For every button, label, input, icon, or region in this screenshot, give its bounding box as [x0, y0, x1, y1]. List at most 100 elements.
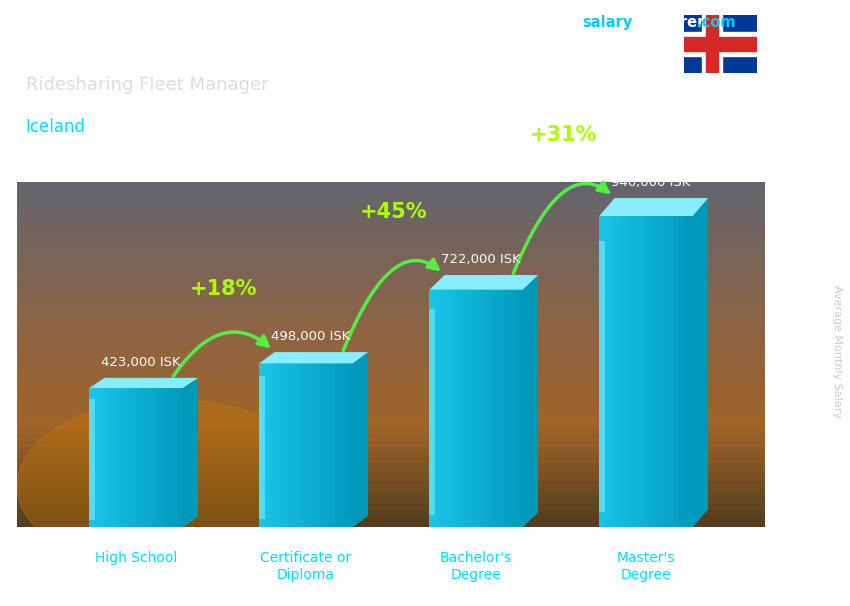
Polygon shape — [500, 290, 504, 527]
Polygon shape — [325, 364, 329, 527]
Polygon shape — [434, 290, 439, 527]
Text: +45%: +45% — [360, 202, 428, 222]
Bar — [17, 228, 765, 234]
Text: +18%: +18% — [190, 279, 257, 299]
Bar — [17, 452, 765, 458]
Bar — [17, 331, 765, 337]
Polygon shape — [504, 290, 508, 527]
Polygon shape — [127, 388, 131, 527]
Bar — [17, 366, 765, 372]
Bar — [17, 222, 765, 228]
Bar — [17, 303, 765, 308]
Polygon shape — [637, 216, 641, 527]
Bar — [17, 389, 765, 395]
Polygon shape — [429, 275, 538, 290]
Bar — [17, 297, 765, 302]
Polygon shape — [338, 364, 343, 527]
Polygon shape — [481, 290, 485, 527]
Text: Salary Comparison By Education: Salary Comparison By Education — [26, 15, 508, 41]
Bar — [17, 475, 765, 481]
Polygon shape — [159, 388, 164, 527]
Bar — [17, 274, 765, 280]
Bar — [17, 285, 765, 291]
Text: .com: .com — [697, 15, 736, 30]
Bar — [17, 280, 765, 285]
Bar — [17, 315, 765, 320]
Polygon shape — [292, 364, 297, 527]
Polygon shape — [439, 290, 444, 527]
Polygon shape — [259, 352, 368, 364]
Polygon shape — [429, 290, 434, 527]
Polygon shape — [334, 364, 338, 527]
Ellipse shape — [17, 399, 323, 572]
Bar — [17, 233, 765, 239]
Bar — [17, 406, 765, 412]
Text: Iceland: Iceland — [26, 118, 86, 136]
Polygon shape — [678, 216, 683, 527]
Text: 498,000 ISK: 498,000 ISK — [271, 330, 350, 344]
Bar — [17, 464, 765, 470]
Bar — [17, 372, 765, 378]
Polygon shape — [141, 388, 145, 527]
Polygon shape — [155, 388, 159, 527]
Polygon shape — [343, 364, 348, 527]
Polygon shape — [122, 388, 127, 527]
Bar — [17, 429, 765, 435]
Polygon shape — [444, 290, 448, 527]
Polygon shape — [329, 364, 334, 527]
Polygon shape — [183, 378, 198, 527]
Text: 423,000 ISK: 423,000 ISK — [101, 356, 180, 369]
Text: High School: High School — [95, 551, 177, 565]
Text: Ridesharing Fleet Manager: Ridesharing Fleet Manager — [26, 76, 268, 94]
Text: 946,000 ISK: 946,000 ISK — [611, 176, 690, 190]
Polygon shape — [609, 216, 614, 527]
Polygon shape — [513, 290, 518, 527]
Bar — [17, 308, 765, 314]
Bar — [17, 378, 765, 384]
Polygon shape — [688, 216, 693, 527]
Polygon shape — [269, 364, 273, 527]
Bar — [17, 360, 765, 366]
Polygon shape — [693, 198, 708, 527]
Bar — [17, 510, 765, 516]
Polygon shape — [523, 275, 538, 527]
Text: Certificate or
Diploma: Certificate or Diploma — [260, 551, 352, 582]
Text: 722,000 ISK: 722,000 ISK — [440, 253, 520, 267]
Polygon shape — [353, 352, 368, 527]
Polygon shape — [632, 216, 637, 527]
Bar — [17, 487, 765, 493]
Polygon shape — [273, 364, 278, 527]
Polygon shape — [287, 364, 292, 527]
Bar — [17, 349, 765, 355]
Bar — [17, 516, 765, 521]
Bar — [17, 447, 765, 452]
Polygon shape — [627, 216, 632, 527]
Bar — [17, 182, 765, 188]
Polygon shape — [462, 290, 467, 527]
Polygon shape — [467, 290, 471, 527]
Bar — [17, 498, 765, 504]
Polygon shape — [457, 290, 462, 527]
Polygon shape — [622, 216, 627, 527]
Polygon shape — [178, 388, 183, 527]
Polygon shape — [471, 290, 476, 527]
Bar — [17, 343, 765, 349]
Bar — [17, 504, 765, 510]
Bar — [17, 435, 765, 441]
Polygon shape — [651, 216, 655, 527]
Bar — [17, 326, 765, 331]
Polygon shape — [306, 364, 311, 527]
Polygon shape — [112, 388, 117, 527]
Polygon shape — [485, 290, 490, 527]
Bar — [17, 239, 765, 245]
Bar — [17, 521, 765, 527]
Bar — [17, 493, 765, 498]
Polygon shape — [278, 364, 282, 527]
Polygon shape — [104, 388, 108, 527]
Polygon shape — [655, 216, 660, 527]
Polygon shape — [94, 388, 99, 527]
Bar — [17, 424, 765, 429]
Bar — [706, 15, 718, 73]
Bar — [17, 458, 765, 464]
Polygon shape — [614, 216, 618, 527]
